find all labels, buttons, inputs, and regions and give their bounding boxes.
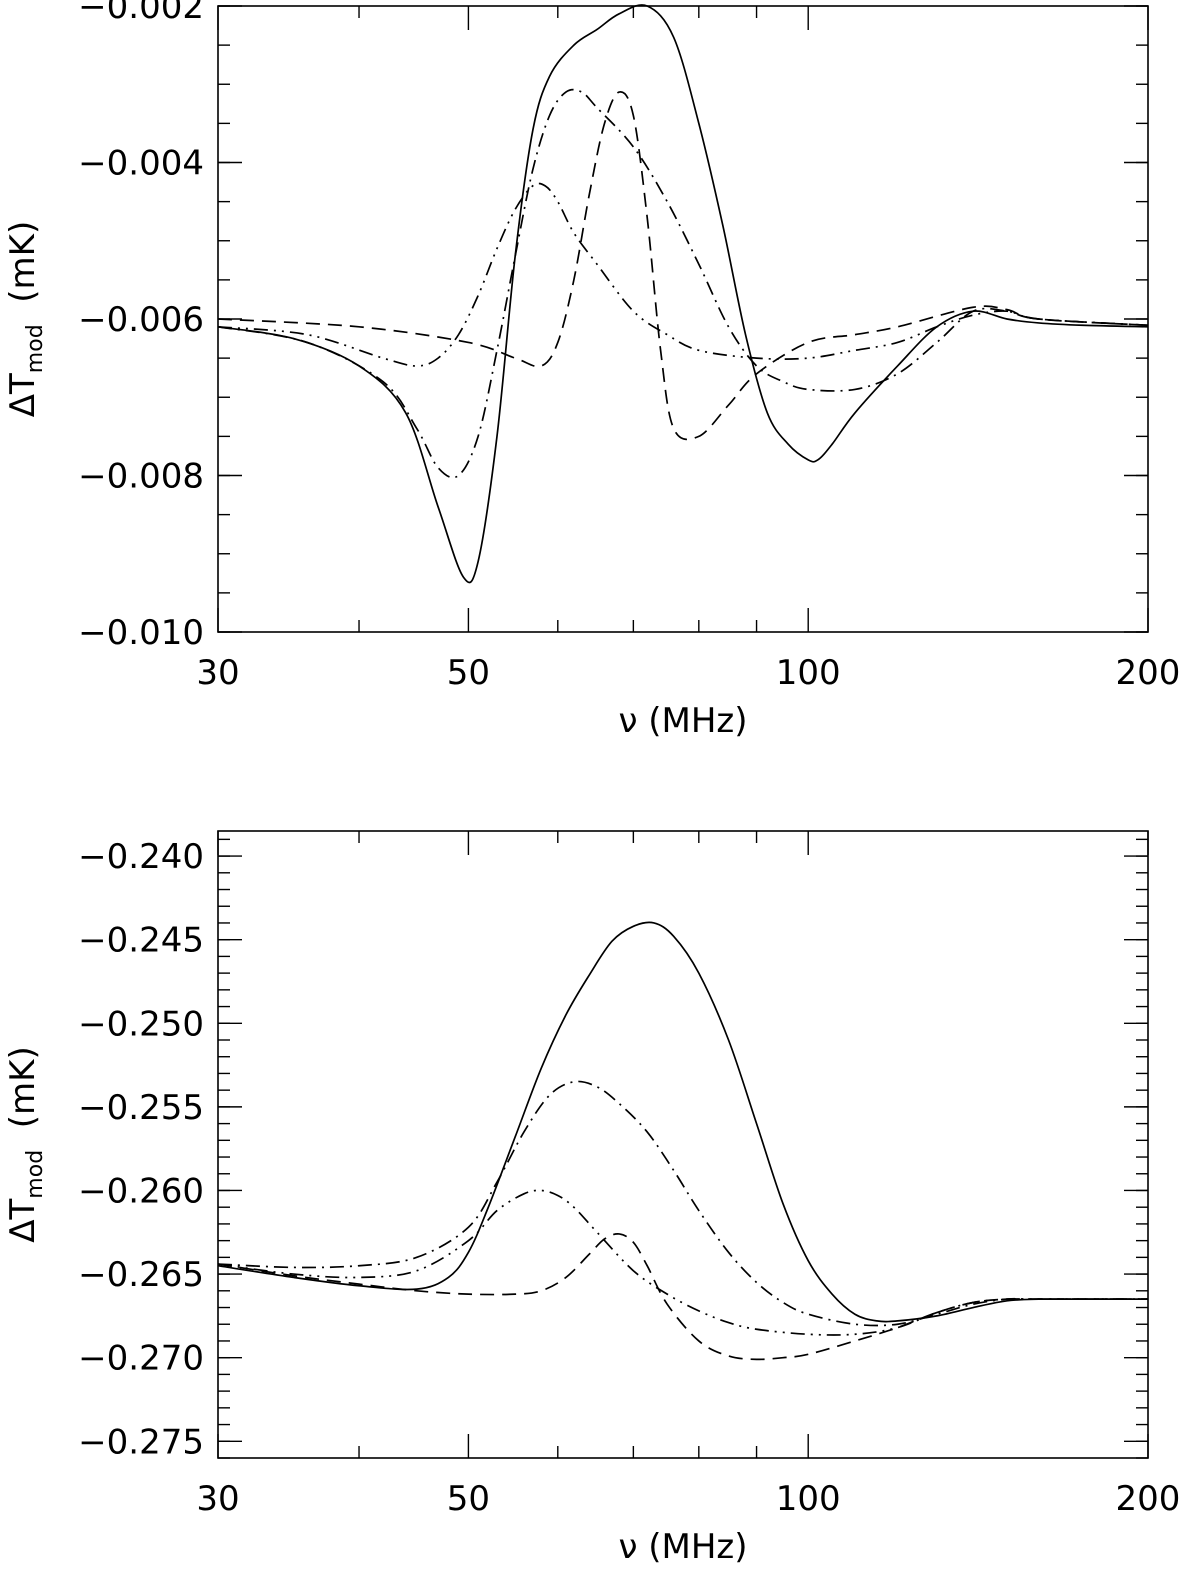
dash-dot-curve: [217, 88, 1149, 479]
y-tick-label: −0.002: [78, 0, 204, 27]
bottom-chart-panel: −0.275 −0.270 −0.265 −0.260 −0.255 −0.250 −0.2…: [3, 830, 1181, 1567]
y-tick-label: −0.255: [78, 1088, 204, 1128]
y-tick-label: −0.010: [78, 613, 204, 653]
dash-dot-curve: [217, 1080, 1148, 1327]
x-axis-label: ν (MHz): [618, 1527, 747, 1567]
y-axis-label-main: ΔT: [3, 1198, 43, 1242]
x-tick-label: 100: [776, 653, 841, 693]
y-axis-label: ΔTmod (mK): [3, 1046, 48, 1242]
y-tick-label: −0.265: [78, 1255, 204, 1295]
x-tick-label: 50: [447, 1479, 490, 1519]
y-tick-label: −0.245: [78, 921, 204, 961]
solid-curve: [217, 4, 1149, 584]
x-axis-label: ν (MHz): [618, 701, 747, 741]
y-tick-label: −0.275: [78, 1422, 204, 1462]
y-axis-label-unit: (mK): [3, 1046, 43, 1150]
x-tick-label: 100: [776, 1479, 841, 1519]
x-tick-label: 200: [1116, 653, 1181, 693]
y-tick-label: −0.250: [78, 1004, 204, 1044]
dashed-curve: [217, 1233, 1148, 1361]
plot-frame: [217, 830, 1149, 1459]
dashed-curve: [217, 91, 1149, 441]
y-axis-label: ΔTmod (mK): [3, 221, 48, 417]
solid-curve: [217, 921, 1148, 1323]
x-tick-label: 200: [1116, 1479, 1181, 1519]
top-chart-panel: −0.010 −0.008 −0.006 −0.004 −0.002 30 50 100 200…: [3, 0, 1180, 741]
y-tick-label: −0.004: [78, 144, 204, 184]
y-axis-label-main: ΔT: [3, 373, 43, 417]
y-tick-label: −0.006: [78, 300, 204, 340]
x-tick-label: 50: [447, 653, 490, 693]
y-tick-label: −0.240: [78, 837, 204, 877]
y-tick-label: −0.270: [78, 1339, 204, 1379]
x-tick-label: 30: [196, 653, 239, 693]
dash-dot-dot-curve: [217, 182, 1149, 367]
y-tick-label: −0.260: [78, 1171, 204, 1211]
dash-dot-dot-curve: [217, 1189, 1148, 1336]
y-axis-label-unit: (mK): [3, 221, 43, 325]
y-axis-label-subscript: mod: [23, 324, 48, 373]
y-tick-label: −0.008: [78, 457, 204, 497]
x-tick-label: 30: [196, 1479, 239, 1519]
y-axis-label-subscript: mod: [23, 1150, 48, 1199]
